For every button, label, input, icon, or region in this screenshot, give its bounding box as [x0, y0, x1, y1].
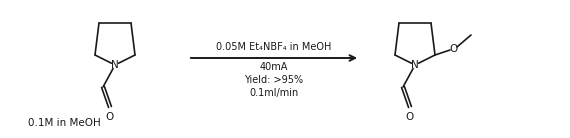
Text: 0.05M Et₄NBF₄ in MeOH: 0.05M Et₄NBF₄ in MeOH: [216, 42, 332, 52]
Text: N: N: [411, 60, 419, 70]
Text: O: O: [406, 112, 414, 122]
Text: O: O: [106, 112, 114, 122]
Text: 40mA
Yield: >95%
0.1ml/min: 40mA Yield: >95% 0.1ml/min: [245, 62, 304, 98]
Text: N: N: [111, 60, 119, 70]
Text: 0.1M in MeOH: 0.1M in MeOH: [28, 118, 101, 128]
Text: O: O: [449, 44, 457, 54]
